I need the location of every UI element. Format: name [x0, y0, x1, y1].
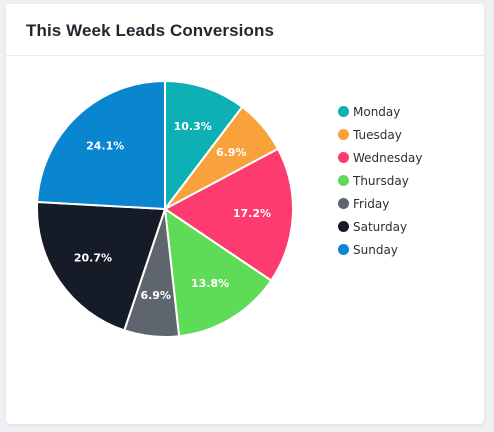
slice-label-thursday: 13.8%: [191, 277, 229, 290]
slice-label-monday: 10.3%: [174, 120, 212, 133]
pie-chart: 10.3% 6.9% 17.2% 13.8% 6.9% 20.7% 24.1%: [36, 79, 294, 338]
legend-marker: [338, 175, 349, 186]
pie-slice-sunday[interactable]: [36, 79, 166, 211]
legend-item-tuesday[interactable]: Tuesday: [338, 123, 422, 146]
card-title: This Week Leads Conversions: [26, 21, 275, 40]
legend-item-monday[interactable]: Monday: [338, 100, 422, 123]
chart-legend: Monday Tuesday Wednesday Thursday Friday Satu…: [338, 100, 422, 261]
slice-label-saturday: 20.7%: [74, 251, 112, 264]
slice-label-sunday: 24.1%: [86, 139, 124, 152]
chart-card: This Week Leads Conversions 10.3% 6.9% 17.…: [6, 4, 484, 424]
pie-slice-monday[interactable]: [164, 79, 244, 212]
legend-marker: [338, 152, 349, 163]
pie-slice-thursday[interactable]: [163, 206, 273, 338]
legend-marker: [338, 244, 349, 255]
legend-label: Friday: [353, 196, 390, 211]
legend-item-sunday[interactable]: Sunday: [338, 238, 422, 261]
legend-label: Saturday: [353, 219, 408, 234]
legend-item-thursday[interactable]: Thursday: [338, 169, 422, 192]
legend-label: Monday: [353, 104, 401, 119]
slice-label-friday: 6.9%: [140, 289, 171, 302]
legend-marker: [338, 198, 349, 209]
legend-marker: [338, 106, 349, 117]
legend-label: Wednesday: [353, 150, 423, 165]
legend-label: Sunday: [353, 242, 398, 257]
legend-label: Tuesday: [353, 127, 402, 142]
legend-label: Thursday: [353, 173, 409, 188]
legend-marker: [338, 129, 349, 140]
pie-slice-wednesday[interactable]: [163, 147, 294, 282]
pie-slice-saturday[interactable]: [36, 200, 167, 332]
slice-label-tuesday: 6.9%: [216, 146, 247, 159]
legend-item-wednesday[interactable]: Wednesday: [338, 146, 422, 169]
legend-item-friday[interactable]: Friday: [338, 192, 422, 215]
legend-marker: [338, 221, 349, 232]
legend-item-saturday[interactable]: Saturday: [338, 215, 422, 238]
card-header: This Week Leads Conversions: [6, 4, 484, 56]
slice-label-wednesday: 17.2%: [233, 207, 271, 220]
